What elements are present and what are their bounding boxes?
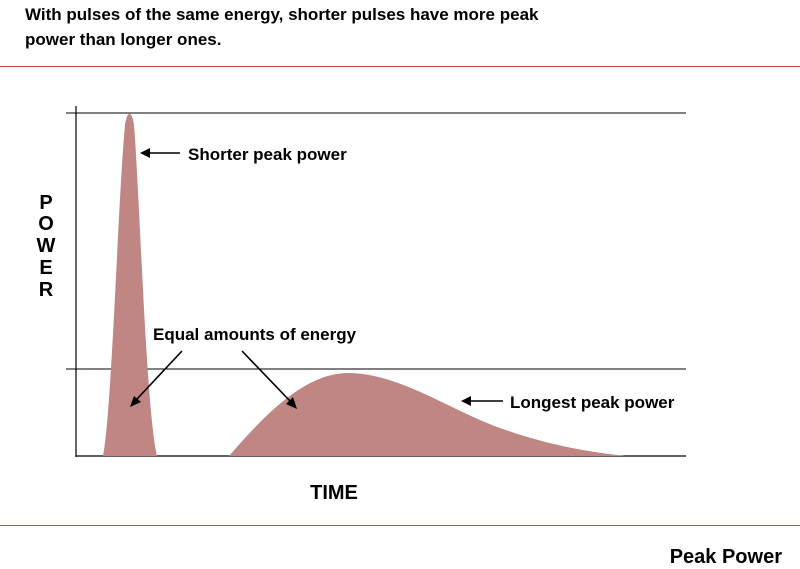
equal-energy-arrow-left-head <box>130 396 141 407</box>
equal-energy-arrow-right-line <box>241 350 291 402</box>
bottom-divider <box>0 525 800 526</box>
long-pulse-arrow-head <box>461 396 471 406</box>
long-pulse-label: Longest peak power <box>510 393 675 412</box>
header-caption: With pulses of the same energy, shorter … <box>25 2 725 52</box>
x-axis-label: TIME <box>310 482 358 504</box>
equal-energy-label: Equal amounts of energy <box>153 325 357 344</box>
header-caption-line-1: With pulses of the same energy, shorter … <box>25 5 539 24</box>
y-axis-letter-e: E <box>39 257 52 279</box>
equal-energy-arrow-left-line <box>136 350 183 400</box>
short-pulse-shape <box>103 113 157 456</box>
header-caption-line-2: power than longer ones. <box>25 30 222 49</box>
y-axis-letter-w: W <box>37 235 56 257</box>
y-axis-letter-r: R <box>39 279 54 301</box>
long-pulse-shape <box>229 372 625 456</box>
short-pulse-label: Shorter peak power <box>188 145 347 164</box>
y-axis-letter-p: P <box>39 192 52 214</box>
y-axis-letter-o: O <box>38 213 54 235</box>
footer-title: Peak Power <box>669 546 782 568</box>
equal-energy-arrow-right-head <box>286 397 297 409</box>
top-divider <box>0 66 800 67</box>
short-pulse-arrow-head <box>140 148 150 158</box>
